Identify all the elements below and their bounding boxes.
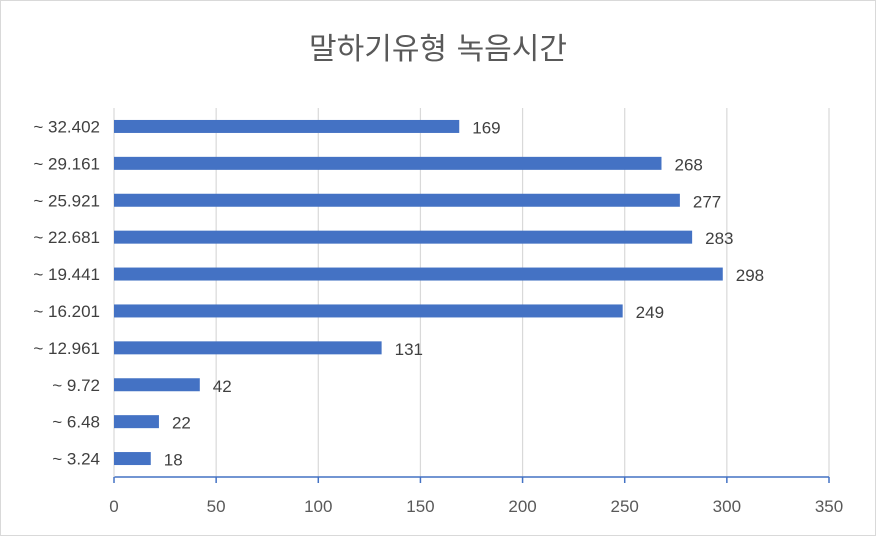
- category-label: ~ 29.161: [33, 154, 100, 173]
- chart-title: 말하기유형 녹음시간: [309, 32, 567, 67]
- bar: [114, 341, 382, 355]
- category-label: ~ 12.961: [33, 339, 100, 358]
- category-label: ~ 16.201: [33, 302, 100, 321]
- category-label: ~ 9.72: [52, 376, 100, 395]
- data-label: 18: [164, 451, 183, 470]
- data-label: 22: [172, 414, 191, 433]
- data-label: 131: [395, 340, 423, 359]
- data-label: 277: [693, 192, 721, 211]
- bar: [114, 378, 200, 392]
- data-label: 42: [213, 377, 232, 396]
- x-tick-label: 50: [207, 497, 226, 516]
- bar: [114, 119, 460, 133]
- x-tick-label: 350: [815, 497, 843, 516]
- data-label: 249: [636, 303, 664, 322]
- category-label: ~ 6.48: [52, 413, 100, 432]
- category-label: ~ 22.681: [33, 228, 100, 247]
- data-label: 298: [736, 266, 764, 285]
- x-tick-label: 150: [406, 497, 434, 516]
- x-tick-label: 250: [611, 497, 639, 516]
- category-label: ~ 3.24: [52, 450, 100, 469]
- x-tick-label: 0: [109, 497, 118, 516]
- category-label: ~ 25.921: [33, 191, 100, 210]
- bars: [114, 119, 723, 466]
- bar: [114, 193, 680, 207]
- x-tick-label: 300: [713, 497, 741, 516]
- x-tick-label: 200: [508, 497, 536, 516]
- labels: ~ 3.24 18 ~ 6.48 22 ~ 9.72 42 ~ 12.961 131 ~ 16.…: [33, 117, 764, 469]
- bar: [114, 452, 151, 466]
- x-tick-label: 100: [304, 497, 332, 516]
- category-label: ~ 19.441: [33, 265, 100, 284]
- bar: [114, 267, 723, 281]
- data-label: 268: [674, 155, 702, 174]
- category-label: ~ 32.402: [33, 117, 100, 136]
- data-label: 283: [705, 229, 733, 248]
- bar: [114, 415, 159, 429]
- x-axis: 0 50 100 150 200 250 300 350: [109, 108, 843, 516]
- bar: [114, 304, 623, 318]
- bar: [114, 156, 662, 170]
- data-label: 169: [472, 118, 500, 137]
- bar: [114, 230, 693, 244]
